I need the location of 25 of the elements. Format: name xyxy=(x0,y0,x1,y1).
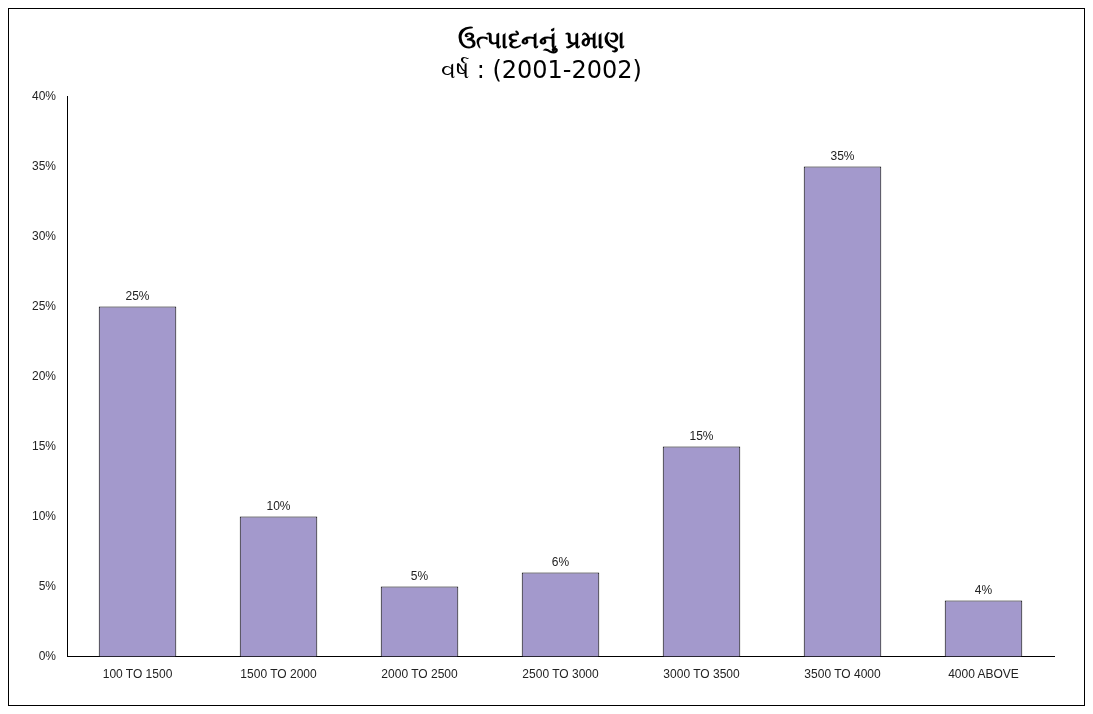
y-tick-label: 30% xyxy=(31,228,57,243)
data-label: 4% xyxy=(974,582,993,597)
x-tick-label: 2500 TO 3000 xyxy=(522,667,599,682)
x-tick-label: 2000 TO 2500 xyxy=(381,667,458,682)
data-label: 25% xyxy=(125,288,150,303)
y-tick-label: 5% xyxy=(38,578,57,593)
data-label: 5% xyxy=(410,568,429,583)
y-tick-label: 20% xyxy=(31,368,57,383)
x-tick-label: 1500 TO 2000 xyxy=(240,667,317,682)
y-tick-label: 35% xyxy=(31,158,57,173)
y-tick-label: 10% xyxy=(31,508,57,523)
data-label: 35% xyxy=(830,148,855,163)
x-tick-label: 3500 TO 4000 xyxy=(804,667,881,682)
y-tick-label: 40% xyxy=(31,88,57,103)
x-tick-label: 4000 ABOVE xyxy=(948,667,1019,682)
data-label: 10% xyxy=(266,498,291,513)
y-tick-label: 25% xyxy=(31,298,57,313)
x-tick-label: 100 TO 1500 xyxy=(102,667,173,682)
x-tick-label: 3000 TO 3500 xyxy=(663,667,740,682)
data-label: 6% xyxy=(551,554,570,569)
y-tick-label: 0% xyxy=(38,648,57,663)
y-tick-label: 15% xyxy=(31,438,57,453)
chart-title: ઉત્પાદનનું પ્રમાણ xyxy=(457,25,626,54)
data-label: 15% xyxy=(689,428,714,443)
chart-subtitle: વર્ષ : (2001-2002) xyxy=(441,56,642,85)
